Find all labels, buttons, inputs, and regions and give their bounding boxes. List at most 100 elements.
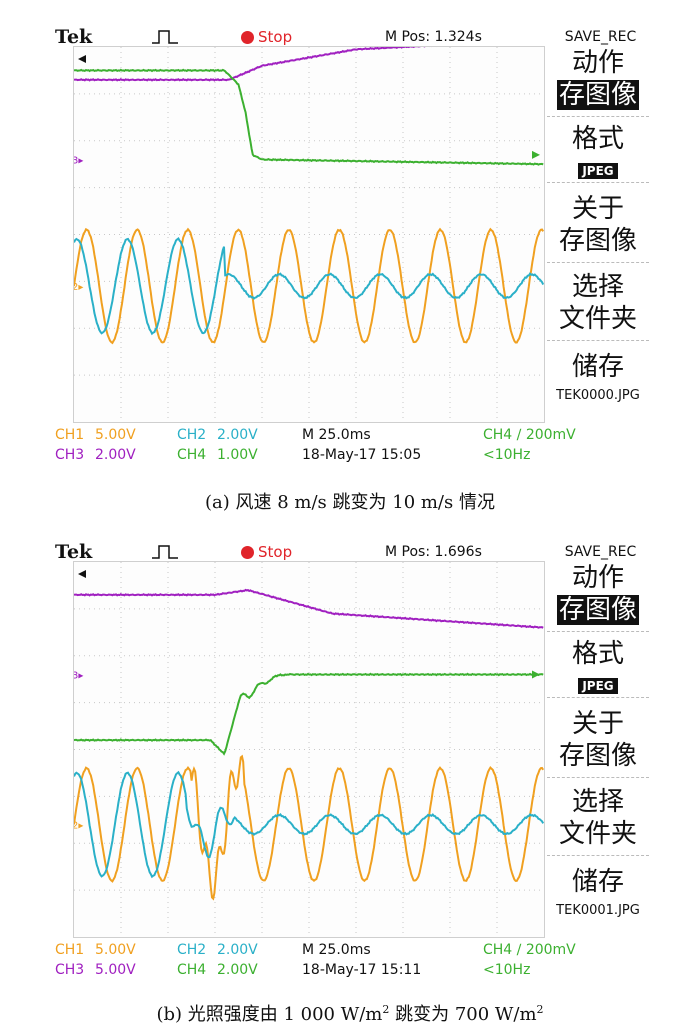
graticule	[74, 47, 544, 422]
side-menu: 动作 存图像 格式 JPEG 关于 存图像 选择 文件夹 储存 TEK0000.…	[545, 46, 651, 423]
caption-b-part1: (b) 光照强度由 1 000 W/m	[156, 1004, 383, 1025]
trace-ch4	[74, 672, 544, 756]
timebase: M 25.0ms	[302, 427, 371, 443]
menu-about-label[interactable]: 关于	[571, 709, 624, 739]
status-bar: CH1 5.00V CH2 2.00V M 25.0ms CH4 ∕ 200mV…	[55, 939, 651, 981]
ch3-scale: 5.00V	[95, 962, 136, 978]
menu-save-image-button[interactable]: 存图像	[545, 595, 651, 625]
menu-divider	[547, 340, 649, 341]
trace-ch2	[74, 770, 544, 879]
jpeg-badge: JPEG	[578, 678, 618, 694]
trace-ch4	[74, 68, 544, 166]
menu-store-button[interactable]: 储存	[571, 867, 624, 897]
ch2-scale: 2.00V	[217, 427, 258, 443]
trigger-pulse-icon	[152, 30, 178, 44]
menu-format-button[interactable]: JPEG	[545, 675, 651, 694]
trigger-position-marker	[78, 55, 86, 63]
ch4-label: CH4	[177, 447, 207, 463]
menu-store-button[interactable]: 储存	[571, 352, 624, 382]
menu-divider	[547, 182, 649, 183]
ch4-scale: 2.00V	[217, 962, 258, 978]
ch4-label: CH4	[177, 962, 207, 978]
menu-about-label-2[interactable]: 存图像	[558, 226, 637, 256]
horizontal-position: M Pos: 1.696s	[385, 544, 482, 560]
trigger-level-marker	[532, 150, 540, 159]
file-name: TEK0000.JPG	[556, 388, 640, 403]
caption-b-part2: 跳变为 700 W/m	[389, 1004, 537, 1025]
ch1-scale: 5.00V	[95, 427, 136, 443]
menu-divider	[547, 116, 649, 117]
status-bar: CH1 5.00V CH2 2.00V M 25.0ms CH4 ∕ 200mV…	[55, 424, 651, 466]
menu-format-button[interactable]: JPEG	[545, 160, 651, 179]
caption-b: (b) 光照强度由 1 000 W/m2 跳变为 700 W/m2	[0, 1000, 700, 1026]
menu-divider	[547, 697, 649, 698]
scope-panel-b: Tek Stop M Pos: 1.696s SAVE_REC 3▸ 2▸ 动作 …	[55, 541, 651, 978]
menu-title: SAVE_REC	[564, 29, 637, 45]
acquisition-state: Stop	[258, 28, 293, 46]
ch3-scale: 2.00V	[95, 447, 136, 463]
menu-select-folder-label[interactable]: 选择	[571, 272, 624, 302]
caption-a: (a) 风速 8 m/s 跳变为 10 m/s 情况	[205, 492, 495, 513]
trigger-pulse-icon	[152, 545, 178, 559]
waveform-display: 3▸ 2▸	[73, 561, 545, 938]
waveform-plot: 3▸ 2▸	[74, 562, 544, 937]
ch3-marker: 3▸	[74, 671, 83, 682]
ch1-label: CH1	[55, 942, 85, 958]
trace-ch1	[74, 754, 544, 901]
menu-select-folder-label-2[interactable]: 文件夹	[558, 819, 637, 849]
timebase: M 25.0ms	[302, 942, 371, 958]
save-image-label: 存图像	[556, 595, 639, 625]
ch1-scale: 5.00V	[95, 942, 136, 958]
trigger-frequency: <10Hz	[483, 447, 531, 463]
menu-select-folder-label[interactable]: 选择	[571, 787, 624, 817]
menu-save-image-button[interactable]: 存图像	[545, 80, 651, 110]
scope-panel-a: Tek Stop M Pos: 1.324s SAVE_REC 3▸ 2▸ 动作 …	[55, 26, 651, 463]
trigger-frequency: <10Hz	[483, 962, 531, 978]
ch2-scale: 2.00V	[217, 942, 258, 958]
menu-format-label: 格式	[571, 124, 624, 154]
datetime: 18-May-17 15:11	[302, 962, 422, 978]
trigger-setting: CH4 ∕ 200mV	[483, 942, 576, 958]
ch3-label: CH3	[55, 447, 85, 463]
stop-indicator-icon	[241, 546, 254, 559]
graticule	[74, 562, 544, 937]
ch3-label: CH3	[55, 962, 85, 978]
menu-format-label: 格式	[571, 639, 624, 669]
tek-logo: Tek	[55, 26, 93, 48]
jpeg-badge: JPEG	[578, 163, 618, 179]
menu-divider	[547, 631, 649, 632]
ch2-marker: 2▸	[74, 282, 83, 293]
caption-b-sup1: 2	[382, 1003, 390, 1016]
ch2-label: CH2	[177, 427, 207, 443]
ch1-label: CH1	[55, 427, 85, 443]
menu-divider	[547, 777, 649, 778]
menu-select-folder-label-2[interactable]: 文件夹	[558, 304, 637, 334]
menu-title: SAVE_REC	[564, 544, 637, 560]
menu-about-label[interactable]: 关于	[571, 194, 624, 224]
scope-top-bar: Tek Stop M Pos: 1.696s SAVE_REC	[55, 541, 651, 563]
ch2-label: CH2	[177, 942, 207, 958]
trigger-setting: CH4 ∕ 200mV	[483, 427, 576, 443]
file-name: TEK0001.JPG	[556, 903, 640, 918]
menu-about-label-2[interactable]: 存图像	[558, 741, 637, 771]
ch2-marker: 2▸	[74, 821, 83, 832]
horizontal-position: M Pos: 1.324s	[385, 29, 482, 45]
menu-action-label: 动作	[571, 48, 624, 78]
scope-top-bar: Tek Stop M Pos: 1.324s SAVE_REC	[55, 26, 651, 48]
trigger-level-marker	[532, 670, 540, 679]
trace-ch1	[74, 227, 544, 345]
acquisition-state: Stop	[258, 543, 293, 561]
datetime: 18-May-17 15:05	[302, 447, 422, 463]
menu-divider	[547, 262, 649, 263]
trace-ch3	[74, 47, 437, 82]
trace-ch2	[74, 237, 544, 336]
waveform-display: 3▸ 2▸	[73, 46, 545, 423]
side-menu: 动作 存图像 格式 JPEG 关于 存图像 选择 文件夹 储存 TEK0001.…	[545, 561, 651, 938]
save-image-label: 存图像	[556, 80, 639, 110]
tek-logo: Tek	[55, 541, 93, 563]
ch3-marker: 3▸	[74, 156, 83, 167]
menu-divider	[547, 855, 649, 856]
trigger-position-marker	[78, 570, 86, 578]
waveform-plot: 3▸ 2▸	[74, 47, 544, 422]
ch4-scale: 1.00V	[217, 447, 258, 463]
